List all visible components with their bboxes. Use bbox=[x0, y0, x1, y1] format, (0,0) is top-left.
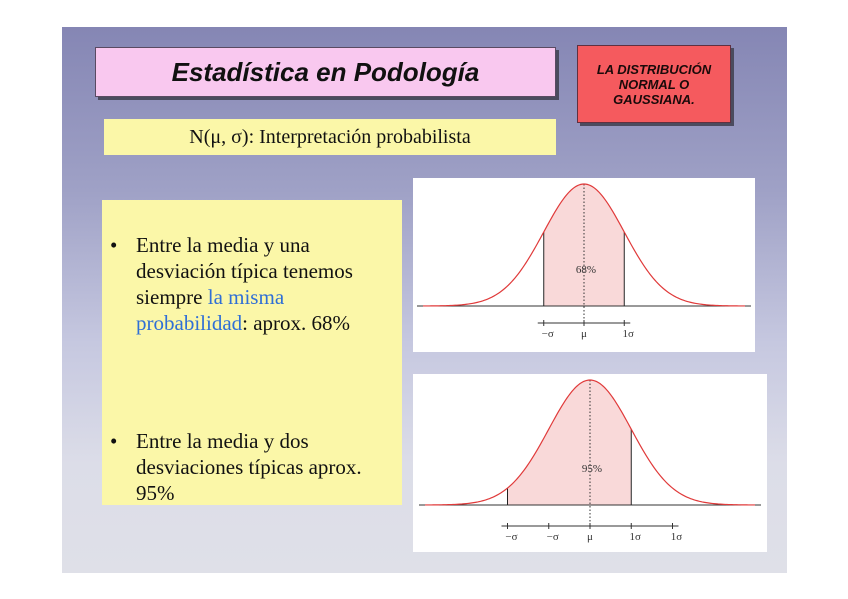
topic-tag: LA DISTRIBUCIÓN NORMAL O GAUSSIANA. bbox=[577, 45, 731, 123]
subtitle-banner: N(μ, σ): Interpretación probabilista bbox=[104, 119, 556, 155]
normal-curve bbox=[422, 183, 746, 307]
tick-label: 1σ bbox=[623, 328, 635, 340]
normal-chart-68: 68% −σ μ 1σ bbox=[413, 178, 755, 352]
bullet-text: Entre la media y una desviación típica t… bbox=[136, 232, 398, 336]
bullet-dot-icon: • bbox=[110, 429, 118, 453]
percent-label: 95% bbox=[582, 463, 602, 475]
normal-curve bbox=[424, 379, 756, 506]
tick-label: μ bbox=[587, 531, 593, 543]
topic-tag-label: LA DISTRIBUCIÓN NORMAL O GAUSSIANA. bbox=[596, 61, 712, 107]
bullet-text-start: Entre la media y dos desviaciones típica… bbox=[136, 429, 362, 505]
slide-subtitle: N(μ, σ): Interpretación probabilista bbox=[189, 125, 471, 148]
bullet-panel: • Entre la media y una desviación típica… bbox=[102, 200, 402, 505]
tick-label: μ bbox=[581, 328, 587, 340]
bullet-text-highlight: la misma probabilidad bbox=[136, 285, 285, 335]
bullet-text: Entre la media y dos desviaciones típica… bbox=[136, 428, 398, 506]
tick-label: 1σ bbox=[671, 531, 683, 543]
percent-label: 68% bbox=[576, 264, 596, 276]
bullet-text-end: : aprox. 68% bbox=[242, 311, 351, 335]
bullet-item: • Entre la media y una desviación típica… bbox=[110, 232, 398, 336]
tick-label: 1σ bbox=[630, 531, 642, 543]
normal-curve-chart: 68% −σ μ 1σ bbox=[417, 183, 751, 340]
slide-title: Estadística en Podología bbox=[171, 56, 480, 87]
bullet-item: • Entre la media y dos desviaciones típi… bbox=[110, 428, 398, 506]
tick-label: −σ bbox=[547, 531, 559, 543]
title-banner: Estadística en Podología bbox=[95, 47, 556, 97]
slide: Estadística en Podología LA DISTRIBUCIÓN… bbox=[62, 27, 787, 573]
shaded-area bbox=[507, 380, 632, 505]
normal-chart-95: 95% −σ −σ μ 1σ 1σ bbox=[413, 374, 767, 552]
tick-label: −σ bbox=[505, 531, 517, 543]
bullet-dot-icon: • bbox=[110, 233, 118, 257]
bullet-text-start: Entre la media y una desviación típica t… bbox=[136, 233, 353, 309]
normal-curve-chart: 95% −σ −σ μ 1σ 1σ bbox=[419, 379, 761, 543]
tick-label: −σ bbox=[542, 328, 554, 340]
